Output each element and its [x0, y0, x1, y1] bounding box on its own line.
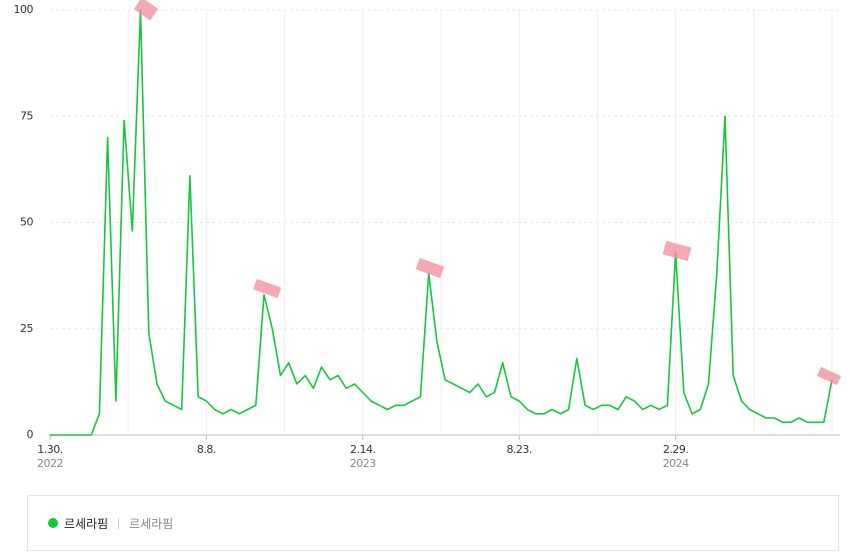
legend-swatch	[48, 518, 58, 528]
legend-label: 르세라핌	[64, 516, 109, 531]
y-tick-label: 75	[20, 109, 33, 122]
legend-keyword: 르세라핌	[129, 516, 174, 531]
x-year-label: 2024	[663, 457, 689, 470]
chart: 0 25 50 75 100 1.30.2022 8.8. 2.14.2023 8.23. 2.2…	[14, 0, 842, 470]
y-tick-label: 0	[27, 428, 34, 441]
y-tick-label: 50	[20, 216, 33, 229]
highlight	[133, 0, 159, 21]
highlight	[816, 366, 842, 386]
x-year-label: 2022	[37, 457, 63, 470]
x-tick-label: 2.14.	[350, 443, 376, 456]
x-tick-label: 2.29.	[663, 443, 689, 456]
x-tick-label: 8.23.	[506, 443, 532, 456]
x-year-label: 2023	[350, 457, 376, 470]
highlight-marks	[133, 0, 842, 386]
y-tick-label: 100	[14, 3, 34, 16]
highlight	[415, 257, 445, 279]
legend: 르세라핌 르세라핌	[27, 495, 839, 551]
line	[50, 9, 833, 436]
legend-separator	[118, 517, 120, 529]
y-tick-label: 25	[20, 322, 33, 335]
x-tick-label: 1.30.	[37, 443, 63, 456]
x-tick-label: 8.8.	[197, 443, 216, 456]
highlight	[253, 278, 282, 299]
highlight	[662, 240, 692, 262]
